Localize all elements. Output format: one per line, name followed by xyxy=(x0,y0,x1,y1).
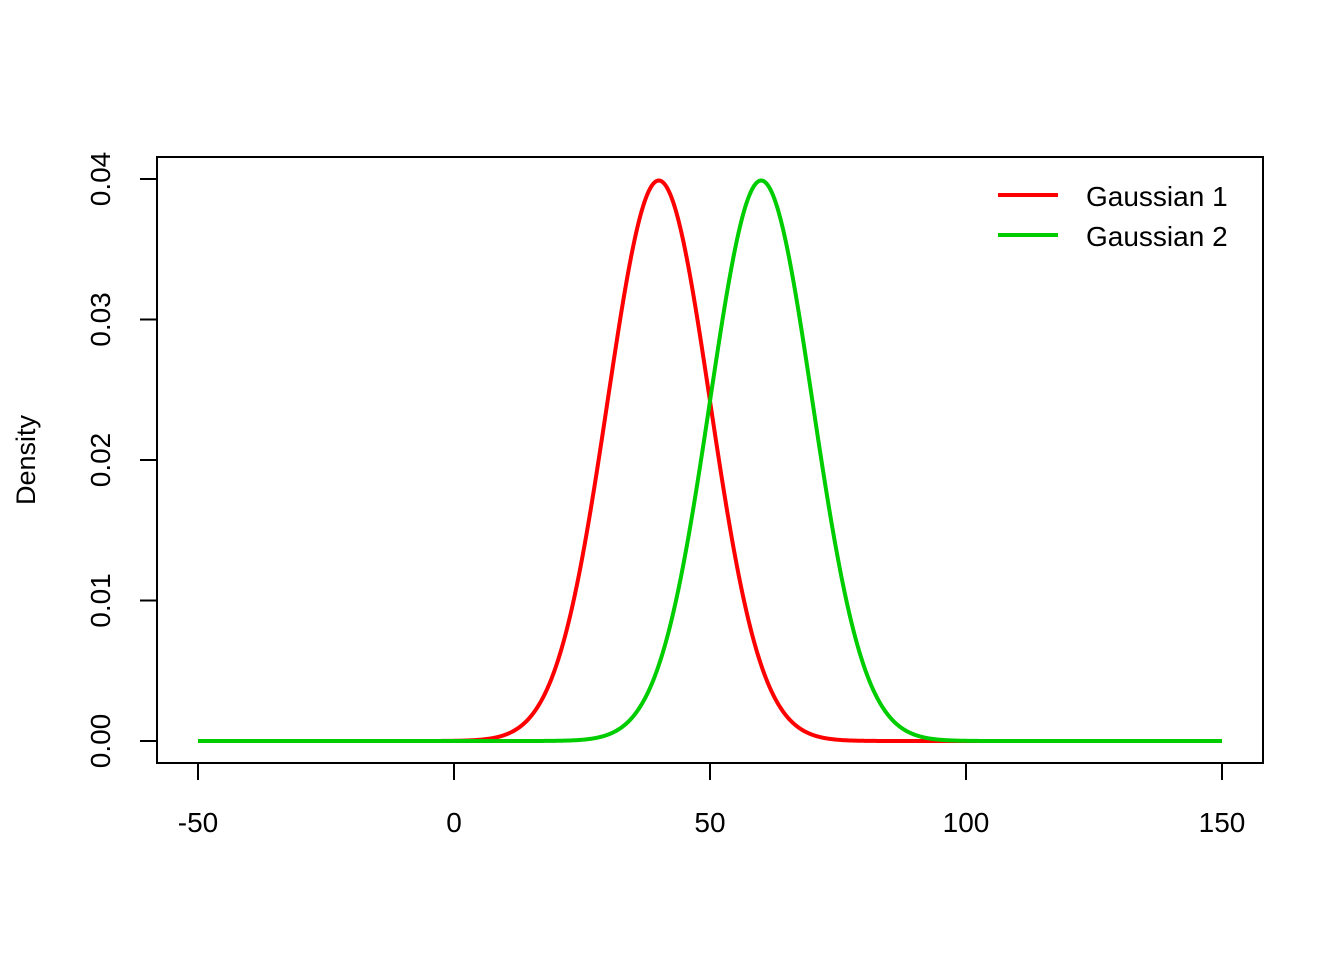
y-tick-label: 0.03 xyxy=(85,292,116,347)
series-line-gaussian-2 xyxy=(197,178,1223,743)
legend-label-gaussian-2: Gaussian 2 xyxy=(1086,221,1228,252)
x-axis: -50 0 50 100 150 xyxy=(178,762,1246,838)
y-tick-label: 0.00 xyxy=(85,714,116,769)
legend: Gaussian 1 Gaussian 2 xyxy=(998,181,1228,252)
y-tick-label: 0.01 xyxy=(85,573,116,628)
legend-label-gaussian-1: Gaussian 1 xyxy=(1086,181,1228,212)
x-tick-label: -50 xyxy=(178,807,218,838)
series-line-gaussian-1 xyxy=(197,178,1223,743)
x-tick-label: 150 xyxy=(1199,807,1246,838)
x-tick-label: 100 xyxy=(943,807,990,838)
y-tick-label: 0.04 xyxy=(85,152,116,207)
x-tick-label: 50 xyxy=(694,807,725,838)
series-layer xyxy=(197,178,1223,743)
x-tick-label: 0 xyxy=(446,807,462,838)
y-tick-label: 0.02 xyxy=(85,433,116,488)
y-axis: 0.00 0.01 0.02 0.03 0.04 xyxy=(85,152,158,769)
y-axis-title: Density xyxy=(11,414,41,505)
